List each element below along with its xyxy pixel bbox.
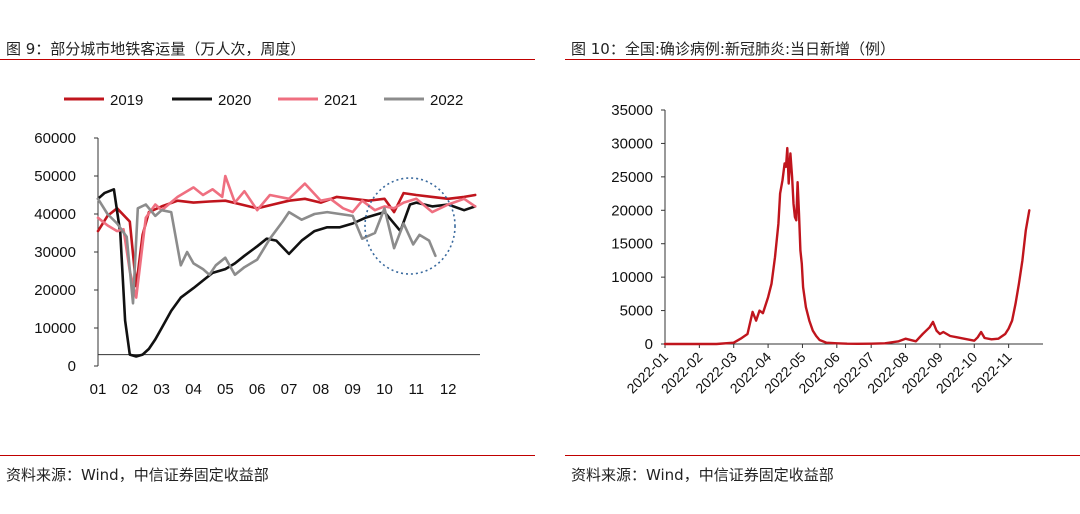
x-tick-label: 06 xyxy=(249,381,266,398)
x-tick-label: 01 xyxy=(90,381,107,398)
subway-ridership-chart: 0 10000 20000 30000 40000 50000 60000 01 02 03 04 0… xyxy=(34,92,480,398)
x-tick-label: 10 xyxy=(376,381,393,398)
y-tick-label: 20000 xyxy=(34,282,76,299)
y-tick-label: 30000 xyxy=(611,135,653,152)
x-tick-label: 07 xyxy=(281,381,298,398)
right-chart-panel: 图 10：全国:确诊病例:新冠肺炎:当日新增（例） 0 5000 10000 1500… xyxy=(565,0,1080,514)
x-tick-label: 12 xyxy=(440,381,457,398)
y-tick-label: 15000 xyxy=(611,236,653,253)
y-tick-label: 10000 xyxy=(611,269,653,286)
y-tick-label: 5000 xyxy=(620,303,653,320)
left-bottom-rule xyxy=(0,455,535,456)
left-source-note: 资料来源：Wind，中信证券固定收益部 xyxy=(6,466,269,484)
x-tick-label: 04 xyxy=(185,381,202,398)
y-tick-label: 20000 xyxy=(611,202,653,219)
y-tick-label: 50000 xyxy=(34,168,76,185)
right-top-rule xyxy=(565,59,1080,60)
legend-label-2020: 2020 xyxy=(218,92,251,109)
x-tick-label: 02 xyxy=(121,381,138,398)
right-bottom-rule xyxy=(565,455,1080,456)
x-tick-label: 05 xyxy=(217,381,234,398)
y-tick-label: 10000 xyxy=(34,320,76,337)
left-chart-panel: 图 9：部分城市地铁客运量（万人次，周度） 0 10000 20000 30000 40… xyxy=(0,0,535,514)
y-tick-label: 0 xyxy=(68,358,76,375)
y-tick-label: 35000 xyxy=(611,102,653,119)
y-tick-label: 30000 xyxy=(34,244,76,261)
x-tick-label: 09 xyxy=(344,381,361,398)
left-chart-title: 图 9：部分城市地铁客运量（万人次，周度） xyxy=(6,40,306,58)
right-source-note: 资料来源：Wind，中信证券固定收益部 xyxy=(571,466,834,484)
y-tick-label: 40000 xyxy=(34,206,76,223)
x-tick-label: 03 xyxy=(153,381,170,398)
x-tick-label: 08 xyxy=(312,381,329,398)
x-tick-label: 11 xyxy=(409,381,425,398)
legend-label-2021: 2021 xyxy=(324,92,357,109)
y-tick-label: 25000 xyxy=(611,169,653,186)
series-line-2022 xyxy=(96,197,437,305)
series-line-daily-cases xyxy=(663,146,1031,346)
series-line-2020 xyxy=(96,188,477,358)
covid-new-cases-chart: 050001000015000200002500030000350002022-… xyxy=(611,102,1043,396)
legend-label-2022: 2022 xyxy=(430,92,463,109)
left-top-rule xyxy=(0,59,535,60)
y-tick-label: 0 xyxy=(645,336,653,353)
right-chart-title: 图 10：全国:确诊病例:新冠肺炎:当日新增（例） xyxy=(571,40,896,58)
legend-label-2019: 2019 xyxy=(110,92,143,109)
y-tick-label: 60000 xyxy=(34,130,76,147)
highlight-ellipse xyxy=(364,177,456,275)
series-line-2021 xyxy=(96,174,477,299)
